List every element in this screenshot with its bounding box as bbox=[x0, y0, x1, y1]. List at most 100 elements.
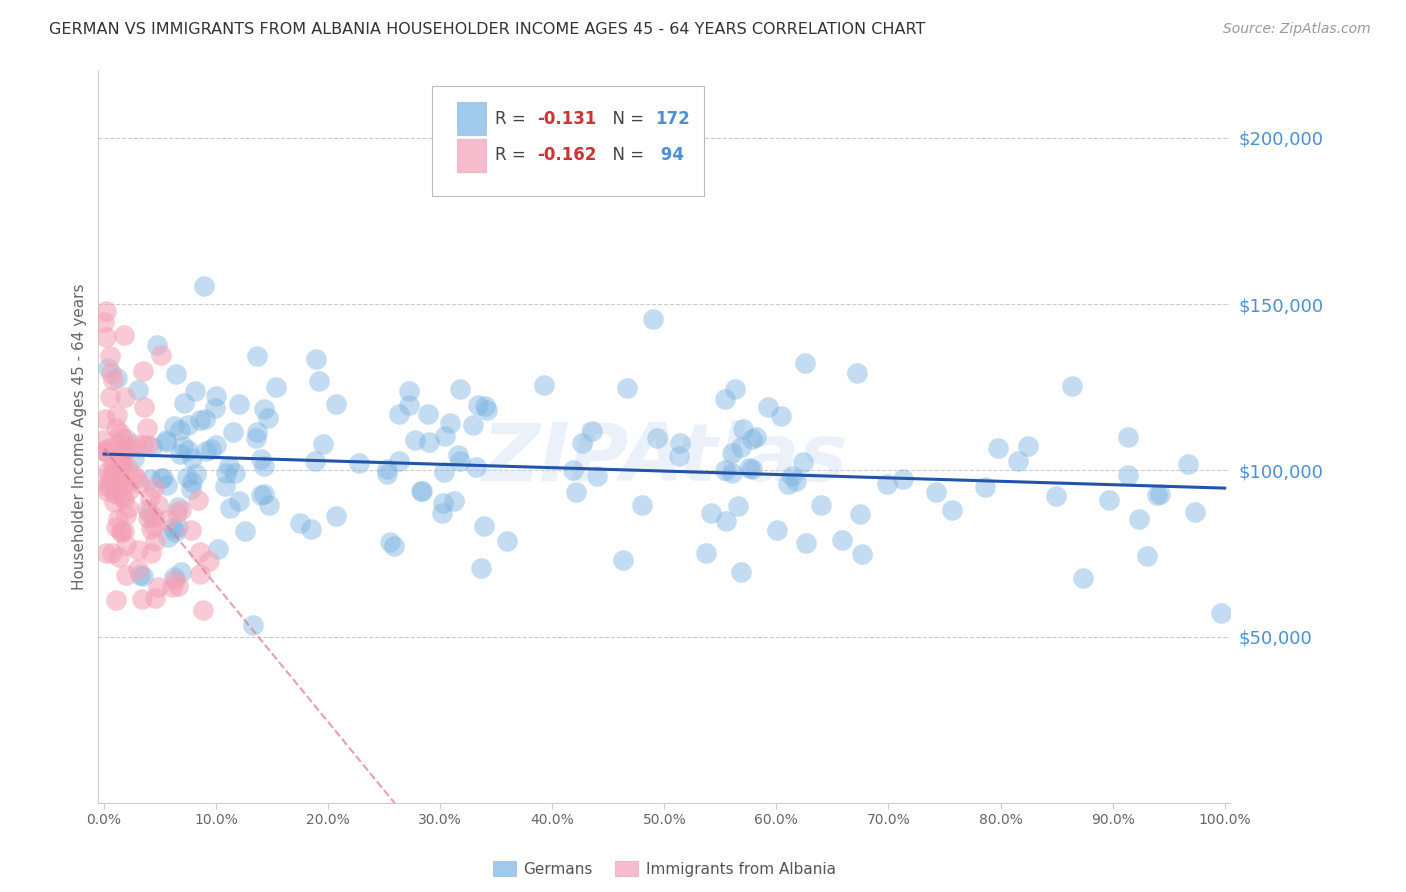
Point bbox=[167, 520, 190, 534]
Text: ZIPAtlas: ZIPAtlas bbox=[481, 420, 848, 498]
Point bbox=[188, 567, 211, 582]
Point bbox=[141, 440, 163, 454]
Point bbox=[1116, 430, 1139, 444]
Point bbox=[925, 485, 948, 500]
Point bbox=[110, 525, 132, 540]
Point bbox=[470, 561, 492, 575]
Point bbox=[249, 488, 271, 502]
Point bbox=[177, 443, 200, 458]
Point bbox=[1045, 489, 1067, 503]
Point bbox=[699, 506, 721, 520]
Point bbox=[163, 418, 186, 433]
Point bbox=[737, 461, 759, 475]
Point bbox=[1128, 512, 1150, 526]
Point bbox=[242, 617, 264, 632]
Point bbox=[183, 384, 205, 398]
Point bbox=[411, 484, 433, 499]
Point bbox=[325, 397, 347, 411]
Point bbox=[188, 545, 211, 559]
Point bbox=[264, 379, 287, 393]
Point bbox=[124, 450, 146, 465]
Point bbox=[1060, 379, 1083, 393]
Point bbox=[132, 568, 155, 582]
Point bbox=[645, 431, 668, 445]
Point bbox=[169, 502, 191, 516]
Point bbox=[233, 524, 256, 539]
Point bbox=[103, 486, 125, 500]
Point bbox=[200, 442, 222, 457]
Point bbox=[299, 522, 322, 536]
Point bbox=[1209, 607, 1232, 621]
Point bbox=[94, 546, 117, 560]
Point bbox=[93, 444, 115, 458]
Point bbox=[447, 449, 470, 463]
Point bbox=[616, 381, 638, 395]
Point bbox=[98, 349, 121, 363]
Point bbox=[204, 438, 226, 452]
FancyBboxPatch shape bbox=[432, 86, 704, 195]
Point bbox=[128, 567, 150, 582]
Point bbox=[533, 377, 555, 392]
Point bbox=[98, 391, 121, 405]
Point bbox=[127, 384, 149, 398]
Point bbox=[105, 593, 128, 607]
Point bbox=[741, 432, 763, 446]
Point bbox=[449, 382, 471, 396]
Point bbox=[474, 519, 496, 533]
Point bbox=[713, 463, 735, 477]
Point bbox=[135, 502, 157, 516]
Point bbox=[464, 460, 486, 475]
Point bbox=[382, 540, 405, 554]
Point bbox=[98, 441, 121, 455]
Point bbox=[831, 533, 853, 547]
Point bbox=[325, 509, 347, 524]
Point bbox=[1146, 488, 1168, 502]
Point bbox=[349, 456, 371, 470]
Point bbox=[142, 519, 165, 533]
Point bbox=[222, 425, 245, 440]
Point bbox=[430, 506, 453, 520]
Point bbox=[581, 424, 603, 438]
Point bbox=[1071, 571, 1094, 585]
Point bbox=[496, 533, 519, 548]
Point bbox=[565, 485, 588, 500]
Point bbox=[253, 402, 276, 417]
Point bbox=[114, 390, 136, 404]
Point bbox=[117, 460, 139, 475]
Point bbox=[1177, 457, 1199, 471]
Point bbox=[135, 420, 157, 434]
Point bbox=[114, 524, 136, 538]
Text: 94: 94 bbox=[655, 146, 685, 164]
Point bbox=[375, 462, 398, 476]
Point bbox=[165, 574, 187, 588]
Point bbox=[143, 591, 166, 605]
Point bbox=[111, 431, 134, 445]
Point bbox=[721, 466, 744, 480]
Text: GERMAN VS IMMIGRANTS FROM ALBANIA HOUSEHOLDER INCOME AGES 45 - 64 YEARS CORRELAT: GERMAN VS IMMIGRANTS FROM ALBANIA HOUSEH… bbox=[49, 22, 925, 37]
Point bbox=[143, 509, 166, 524]
Point bbox=[432, 496, 454, 510]
Point bbox=[149, 349, 172, 363]
Point bbox=[796, 535, 818, 549]
Point bbox=[105, 409, 128, 423]
Point bbox=[103, 494, 125, 508]
Point bbox=[93, 433, 115, 447]
Point bbox=[641, 312, 664, 326]
Point bbox=[987, 441, 1010, 455]
Bar bbox=[457, 139, 485, 172]
Point bbox=[112, 478, 135, 492]
Point bbox=[851, 547, 873, 561]
Point bbox=[166, 505, 188, 519]
Point bbox=[165, 367, 187, 381]
Point bbox=[195, 444, 218, 458]
Point bbox=[770, 409, 793, 423]
Point bbox=[131, 591, 153, 606]
Point bbox=[111, 458, 134, 472]
Point bbox=[224, 467, 246, 481]
Point bbox=[631, 498, 654, 512]
Point bbox=[1098, 492, 1121, 507]
Point bbox=[176, 469, 198, 483]
Point bbox=[974, 480, 997, 494]
Point bbox=[214, 479, 236, 493]
Point bbox=[110, 524, 132, 538]
